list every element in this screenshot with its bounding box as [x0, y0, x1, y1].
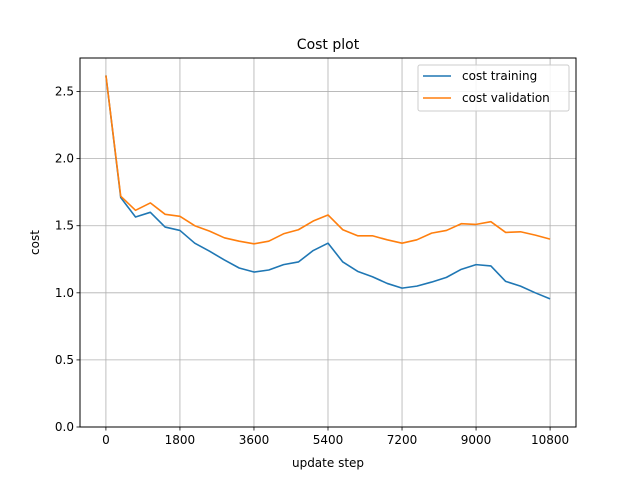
- y-axis-ticks: 0.0 0.5 1.0 1.5 2.0 2.5: [55, 85, 80, 434]
- y-tick-label: 0.5: [55, 353, 74, 367]
- y-tick-label: 1.5: [55, 219, 74, 233]
- series-lines: [105, 75, 551, 300]
- x-tick-label: 10800: [531, 433, 569, 447]
- x-tick-label: 5400: [313, 433, 344, 447]
- x-tick-label: 9000: [461, 433, 492, 447]
- x-tick-label: 0: [102, 433, 110, 447]
- x-tick-label: 1800: [165, 433, 196, 447]
- legend: cost training cost validation: [417, 64, 570, 112]
- legend-label-0: cost training: [462, 69, 537, 83]
- y-tick-label: 2.5: [55, 85, 74, 99]
- series-line-1: [105, 75, 551, 245]
- chart-title: Cost plot: [297, 37, 360, 53]
- x-axis-ticks: 0 1800 3600 5400 7200 9000 10800: [102, 427, 569, 447]
- y-axis-label: cost: [28, 230, 42, 255]
- series-line-0: [105, 75, 551, 300]
- y-tick-label: 1.0: [55, 286, 74, 300]
- y-tick-label: 0.0: [55, 420, 74, 434]
- y-tick-label: 2.0: [55, 152, 74, 166]
- x-tick-label: 3600: [239, 433, 270, 447]
- legend-label-1: cost validation: [462, 91, 550, 105]
- legend-box: [417, 64, 570, 112]
- x-tick-label: 7200: [387, 433, 418, 447]
- x-axis-label: update step: [292, 456, 364, 470]
